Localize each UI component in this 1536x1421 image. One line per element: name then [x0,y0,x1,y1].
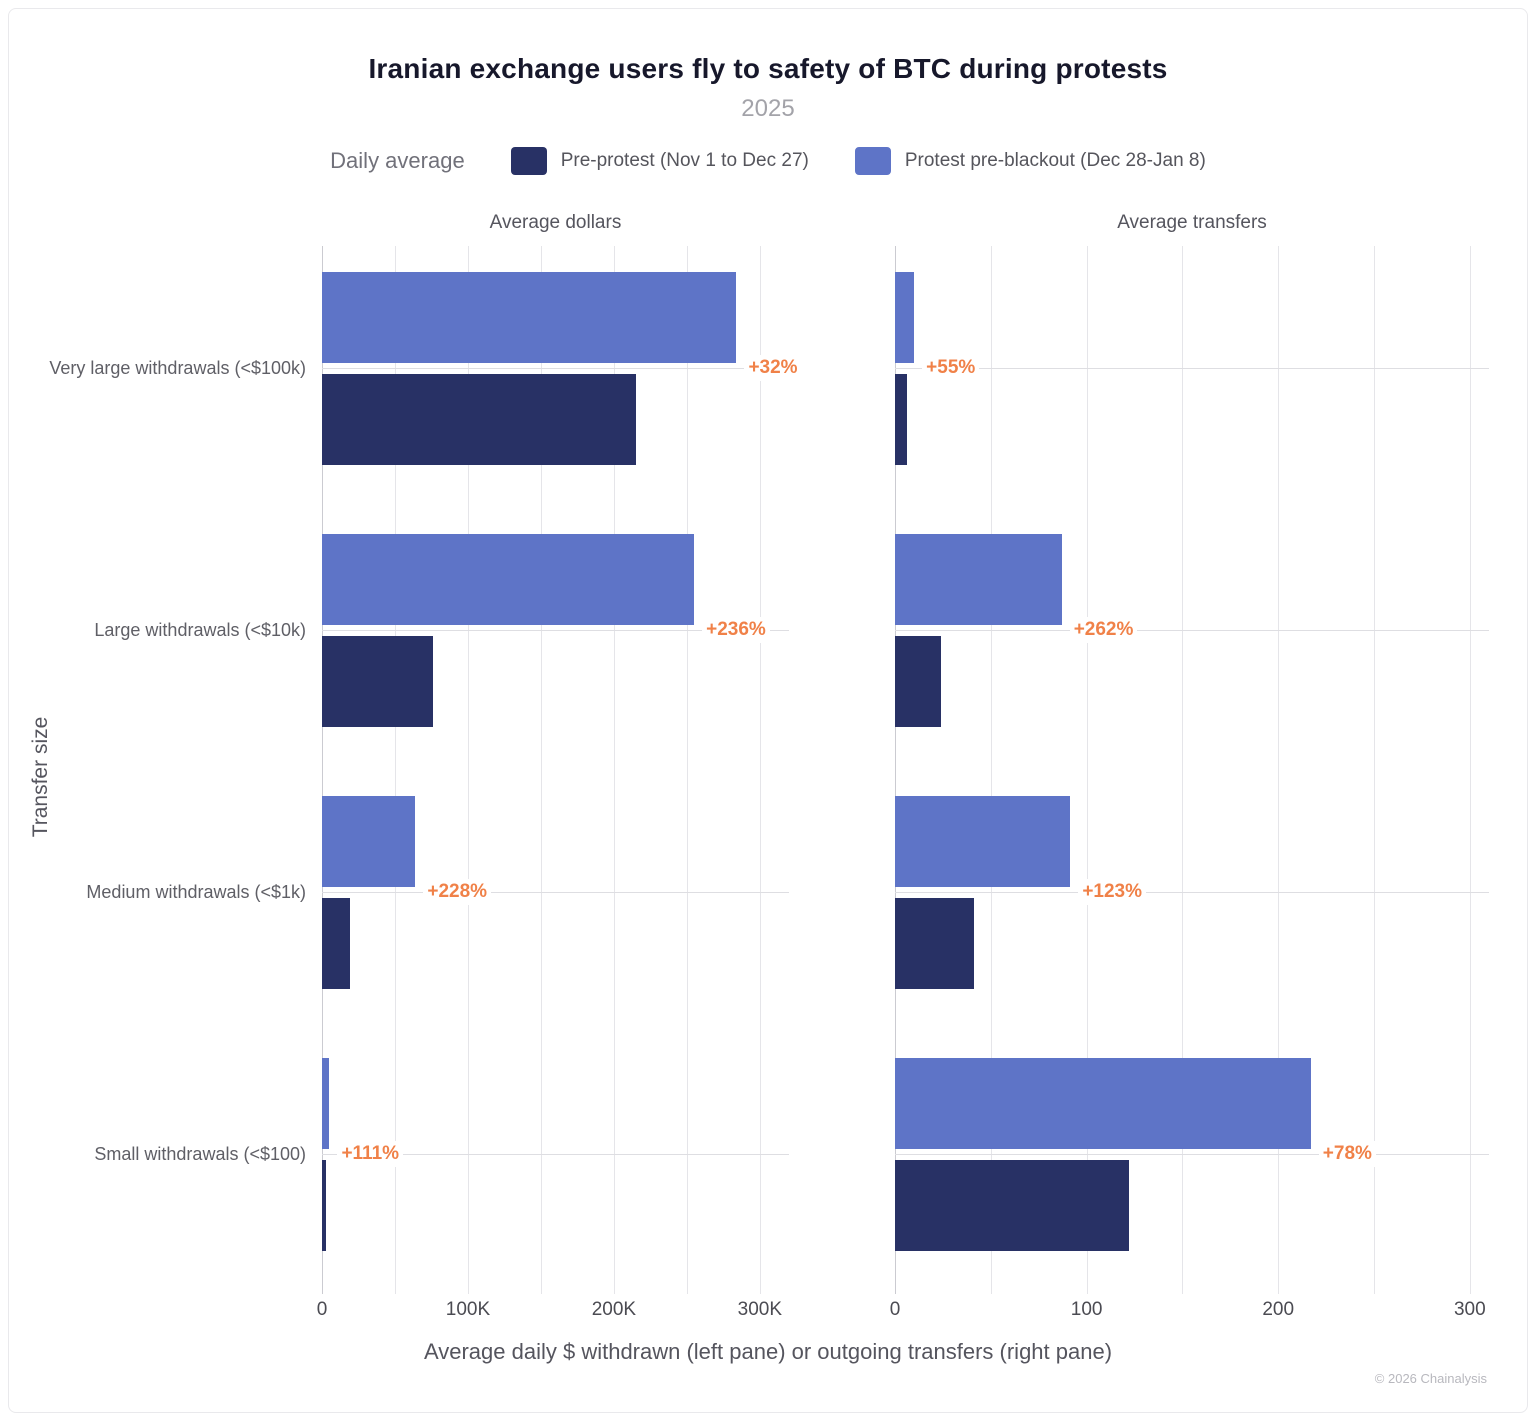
category-gridline [322,1154,789,1155]
category-label: Medium withdrawals (<$1k) [86,881,306,902]
legend-swatch-protest-preblackout [854,147,891,175]
copyright: © 2026 Chainalysis [1374,1371,1487,1386]
category-labels: Very large withdrawals (<$100k) Large wit… [49,246,306,1294]
gridline [1182,246,1184,1294]
gridline [540,246,542,1294]
bar-pre-protest [322,374,636,465]
category-gridline [322,630,789,631]
legend: Daily average Pre-protest (Nov 1 to Dec … [9,147,1527,175]
bar-pre-protest [895,898,974,989]
gridline [1086,246,1088,1294]
bar-pre-protest [322,898,351,989]
bar-protest-preblackout [322,272,737,363]
bar-group: +228% [322,770,789,1032]
bar-group: +262% [895,508,1489,770]
gridline [1374,246,1376,1294]
pct-change-label: +78% [1318,1141,1376,1167]
bar-protest-preblackout [895,272,915,363]
bar-group: +236% [322,508,789,770]
gridline [990,246,992,1294]
bar-protest-preblackout [895,534,1062,625]
bar-group: +78% [895,1032,1489,1294]
gridline [686,246,688,1294]
zero-axis-line [322,246,323,1294]
gridline [467,246,469,1294]
bar-group: +123% [895,770,1489,1032]
gridline [1469,246,1471,1294]
bar-pre-protest [895,374,908,465]
legend-title: Daily average [330,148,465,173]
plot-area-transfers: +55% +262% +123% +78% [895,246,1489,1294]
bar-pre-protest [322,636,433,727]
x-tick-label: 300K [737,1299,782,1320]
gridline [759,246,761,1294]
pane-average-dollars: +32% +236% +228% +111% 0 100K 200K 300K [317,246,802,1320]
bar-pre-protest [322,1160,326,1251]
x-tick-label: 200K [591,1299,637,1320]
category-gridline [895,892,1489,893]
legend-item-label: Pre-protest (Nov 1 to Dec 27) [560,150,809,171]
x-tick-label: 100K [445,1299,491,1320]
legend-item-pre-protest: Pre-protest (Nov 1 to Dec 27) [510,147,809,175]
category-gridline [322,368,789,369]
category-label: Large withdrawals (<$10k) [94,619,306,640]
x-axis-label: Average daily $ withdrawn (left pane) or… [423,1339,1113,1364]
bar-pre-protest [895,636,941,727]
x-ticks-transfers: 0 100 200 300 [890,1299,1489,1325]
bar-group: +55% [895,246,1489,508]
category-gridline [895,368,1489,369]
gridline [613,246,615,1294]
pane-title-average-dollars: Average dollars [489,212,622,233]
bar-protest-preblackout [322,1058,330,1149]
plot-area-dollars: +32% +236% +228% +111% [322,246,802,1294]
chart-subtitle: 2025 [741,95,795,122]
category-gridline [322,892,789,893]
category-gridline [895,1154,1489,1155]
gridline [1278,246,1280,1294]
pct-change-label: +228% [423,879,492,905]
category-label: Small withdrawals (<$100) [94,1143,306,1164]
gridline [394,246,396,1294]
x-tick-label: 100 [1070,1299,1103,1320]
pct-change-label: +32% [744,355,802,381]
legend-item-label: Protest pre-blackout (Dec 28-Jan 8) [904,150,1206,171]
legend-item-protest-preblackout: Protest pre-blackout (Dec 28-Jan 8) [854,147,1206,175]
chart-card: Iranian exchange users fly to safety of … [8,8,1528,1413]
bar-group: +32% [322,246,802,508]
pct-change-label: +236% [702,617,770,643]
x-tick-label: 0 [889,1299,901,1320]
bar-group: +111% [322,1032,789,1294]
x-ticks-dollars: 0 100K 200K 300K [317,1299,789,1325]
pct-change-label: +262% [1069,617,1138,643]
category-gridline [895,630,1489,631]
x-tick-label: 0 [316,1299,328,1320]
pct-change-label: +123% [1078,879,1147,905]
bar-pre-protest [895,1160,1129,1251]
bar-protest-preblackout [895,796,1071,887]
legend-swatch-pre-protest [510,147,547,175]
pane-title-average-transfers: Average transfers [1117,212,1267,233]
pct-change-label: +55% [922,355,980,381]
x-tick-label: 300 [1453,1299,1486,1320]
pct-change-label: +111% [337,1141,404,1167]
zero-axis-line [895,246,896,1294]
x-tick-label: 200 [1262,1299,1295,1320]
bar-protest-preblackout [895,1058,1311,1149]
bar-protest-preblackout [322,796,416,887]
category-label: Very large withdrawals (<$100k) [49,357,306,378]
pane-average-transfers: +55% +262% +123% +78% 0 100 200 300 [890,246,1489,1320]
chart-title: Iranian exchange users fly to safety of … [368,53,1168,84]
bar-protest-preblackout [322,534,695,625]
